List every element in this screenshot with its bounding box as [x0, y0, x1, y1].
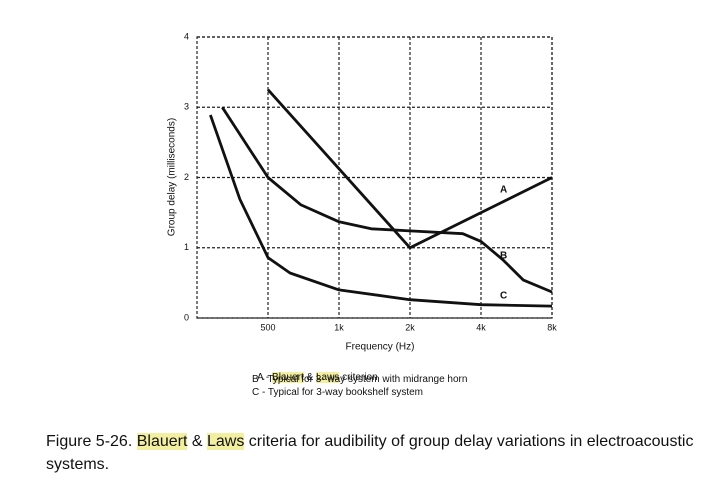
y-axis-label: Group delay (milliseconds)	[167, 118, 178, 236]
caption: Figure 5-26. Blauert & Laws criteria for…	[46, 430, 696, 476]
curve-label: B	[500, 251, 507, 262]
y-tick-label: 2	[184, 172, 189, 182]
legend-note: B - Typical for 3- way system with midra…	[252, 374, 467, 385]
curve-label: C	[500, 291, 507, 302]
x-tick-label: 500	[260, 322, 275, 332]
curve	[266, 88, 553, 250]
x-tick-label: 8k	[547, 322, 557, 332]
caption-text: criteria for audibility of group delay v…	[46, 433, 698, 473]
caption-text: Blauert	[136, 433, 188, 450]
note-text: Laws	[315, 372, 340, 383]
caption-text: Laws	[206, 433, 245, 450]
y-tick-label: 1	[184, 242, 189, 252]
curve	[209, 114, 553, 308]
legend-note: C - Typical for 3-way bookshelf system	[252, 387, 423, 398]
legend-note: A - Blauert & Laws criterion	[252, 361, 378, 383]
x-tick-label: 4k	[476, 322, 486, 332]
curve	[221, 106, 553, 294]
x-tick-label: 2k	[405, 322, 415, 332]
note-text: C - Typical for 3-way bookshelf system	[252, 387, 423, 398]
note-text: A -	[257, 372, 273, 383]
y-tick-label: 3	[184, 102, 189, 112]
x-tick-label: 1k	[334, 322, 344, 332]
caption-text: Figure 5-26.	[46, 433, 137, 450]
caption-text: &	[187, 433, 207, 450]
note-text: Blauert	[272, 372, 304, 383]
note-text: B - Typical for 3- way system with midra…	[252, 374, 468, 385]
x-axis-label: Frequency (Hz)	[346, 342, 415, 353]
y-tick-label: 4	[184, 31, 189, 41]
note-text: criterion	[339, 372, 378, 383]
note-text: &	[303, 372, 316, 383]
chart: Frequency (Hz) Group delay (milliseconds…	[167, 31, 558, 353]
curve-label: A	[500, 185, 507, 196]
y-tick-label: 0	[184, 312, 189, 322]
